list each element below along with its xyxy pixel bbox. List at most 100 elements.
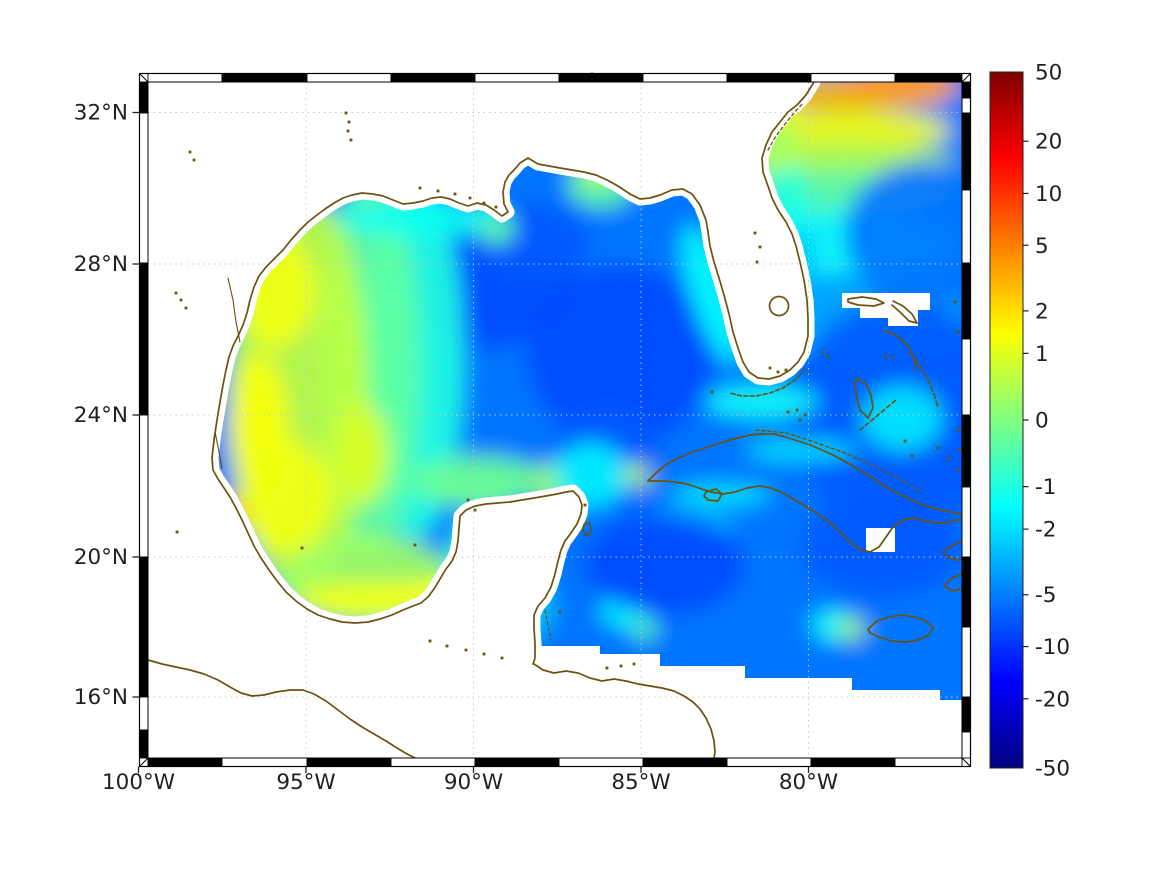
colorbar-label--50: -50 <box>1035 757 1070 782</box>
speck-35 <box>946 456 950 460</box>
frame-segment <box>961 189 971 264</box>
frame-segment <box>961 112 971 191</box>
frame-segment <box>558 73 644 83</box>
speck-5 <box>192 158 196 162</box>
y-tick-label-24: 24°N <box>74 403 128 428</box>
speck-32 <box>776 370 780 374</box>
speck-16 <box>482 201 486 205</box>
speck-3 <box>349 138 353 142</box>
speck-12 <box>418 186 422 190</box>
frame-segment <box>474 757 560 767</box>
field-sample-23 <box>239 438 333 555</box>
speck-50 <box>956 330 960 334</box>
lake-okeechobee <box>768 295 790 317</box>
speck-28 <box>466 498 470 502</box>
frame-segment <box>474 73 560 83</box>
speck-13 <box>436 189 440 193</box>
frame-segment <box>139 729 149 759</box>
jamaica <box>867 614 934 643</box>
speck-26 <box>583 503 587 507</box>
y-axis: 32°N 28°N 24°N 20°N 16°N <box>74 101 140 710</box>
speck-49 <box>953 300 957 304</box>
field-sample-46 <box>838 617 866 640</box>
frame-segment <box>147 757 223 767</box>
frame-segment <box>961 696 971 733</box>
colorbar-label--5: -5 <box>1035 583 1056 608</box>
frame-segment <box>961 97 971 114</box>
speck-27 <box>558 610 562 614</box>
andros-island <box>854 377 874 419</box>
speck-31 <box>768 366 772 370</box>
frame-segment <box>139 414 149 558</box>
graticule <box>148 82 962 758</box>
colorbar-label-1: 1 <box>1035 342 1049 367</box>
speck-8 <box>184 306 188 310</box>
field-sample-34 <box>478 215 516 245</box>
speck-36 <box>957 428 961 432</box>
speck-4 <box>188 150 192 154</box>
speck-15 <box>468 196 472 200</box>
speck-33 <box>784 368 788 372</box>
speck-6 <box>174 291 178 295</box>
y-tick-label-32: 32°N <box>74 101 128 126</box>
frame-segment <box>961 486 971 558</box>
x-tick-label-85: 85°W <box>611 770 670 795</box>
frame-segment <box>390 73 476 83</box>
coastline-cuba-north <box>647 433 963 515</box>
speck-20 <box>464 648 468 652</box>
no-data-region-south <box>533 646 962 758</box>
frame-segment <box>726 73 812 83</box>
x-tick-label-100: 100°W <box>102 770 175 795</box>
speck-11 <box>755 260 759 264</box>
field-sample-42 <box>624 463 652 487</box>
cat-long-island-chain <box>909 351 939 409</box>
frame-segment <box>139 556 149 698</box>
speck-7 <box>179 298 183 302</box>
colorbar-label--2: -2 <box>1035 518 1056 543</box>
frame-miter-2 <box>139 757 149 767</box>
frame-segment <box>961 731 971 759</box>
speck-22 <box>500 656 504 660</box>
speck-42 <box>795 408 799 412</box>
speck-40 <box>910 454 914 458</box>
belize-reef <box>544 609 552 641</box>
field-sample-44 <box>630 617 658 640</box>
speck-18 <box>428 639 432 643</box>
speck-30 <box>710 390 714 394</box>
colorbar-label--10: -10 <box>1035 635 1070 660</box>
speck-0 <box>344 111 348 115</box>
speck-9 <box>753 231 757 235</box>
bahama-bank-mask <box>842 293 930 326</box>
colorbar-label-20: 20 <box>1035 130 1062 155</box>
speck-41 <box>786 410 790 414</box>
colorbar-label-0: 0 <box>1035 409 1049 434</box>
cuba-north-cays <box>755 429 923 493</box>
speck-29 <box>473 508 477 512</box>
speck-48 <box>891 356 895 360</box>
speck-47 <box>884 354 888 358</box>
haiti-northwest <box>942 540 963 561</box>
field-sample-51 <box>584 513 745 615</box>
speck-17 <box>494 205 498 209</box>
frame-inner <box>147 81 963 759</box>
coastline-cuba-south <box>647 480 963 553</box>
florida-keys <box>729 369 806 397</box>
frame-miter-0 <box>139 73 149 83</box>
colorbar-label-10: 10 <box>1035 182 1062 207</box>
speck-23 <box>175 530 179 534</box>
field-sample-14 <box>527 264 715 446</box>
speck-2 <box>346 129 350 133</box>
speck-38 <box>956 468 960 472</box>
y-tick-label-28: 28°N <box>74 252 128 277</box>
colorbar-label-2: 2 <box>1035 299 1049 324</box>
frame-segment <box>961 556 971 628</box>
speck-21 <box>482 652 486 656</box>
colorbar-label--1: -1 <box>1035 475 1056 500</box>
x-tick-label-90: 90°W <box>444 770 503 795</box>
cozumel-island <box>582 521 592 537</box>
speck-43 <box>803 413 807 417</box>
speck-52 <box>619 664 623 668</box>
coastline-pacific-mexico <box>147 659 416 759</box>
